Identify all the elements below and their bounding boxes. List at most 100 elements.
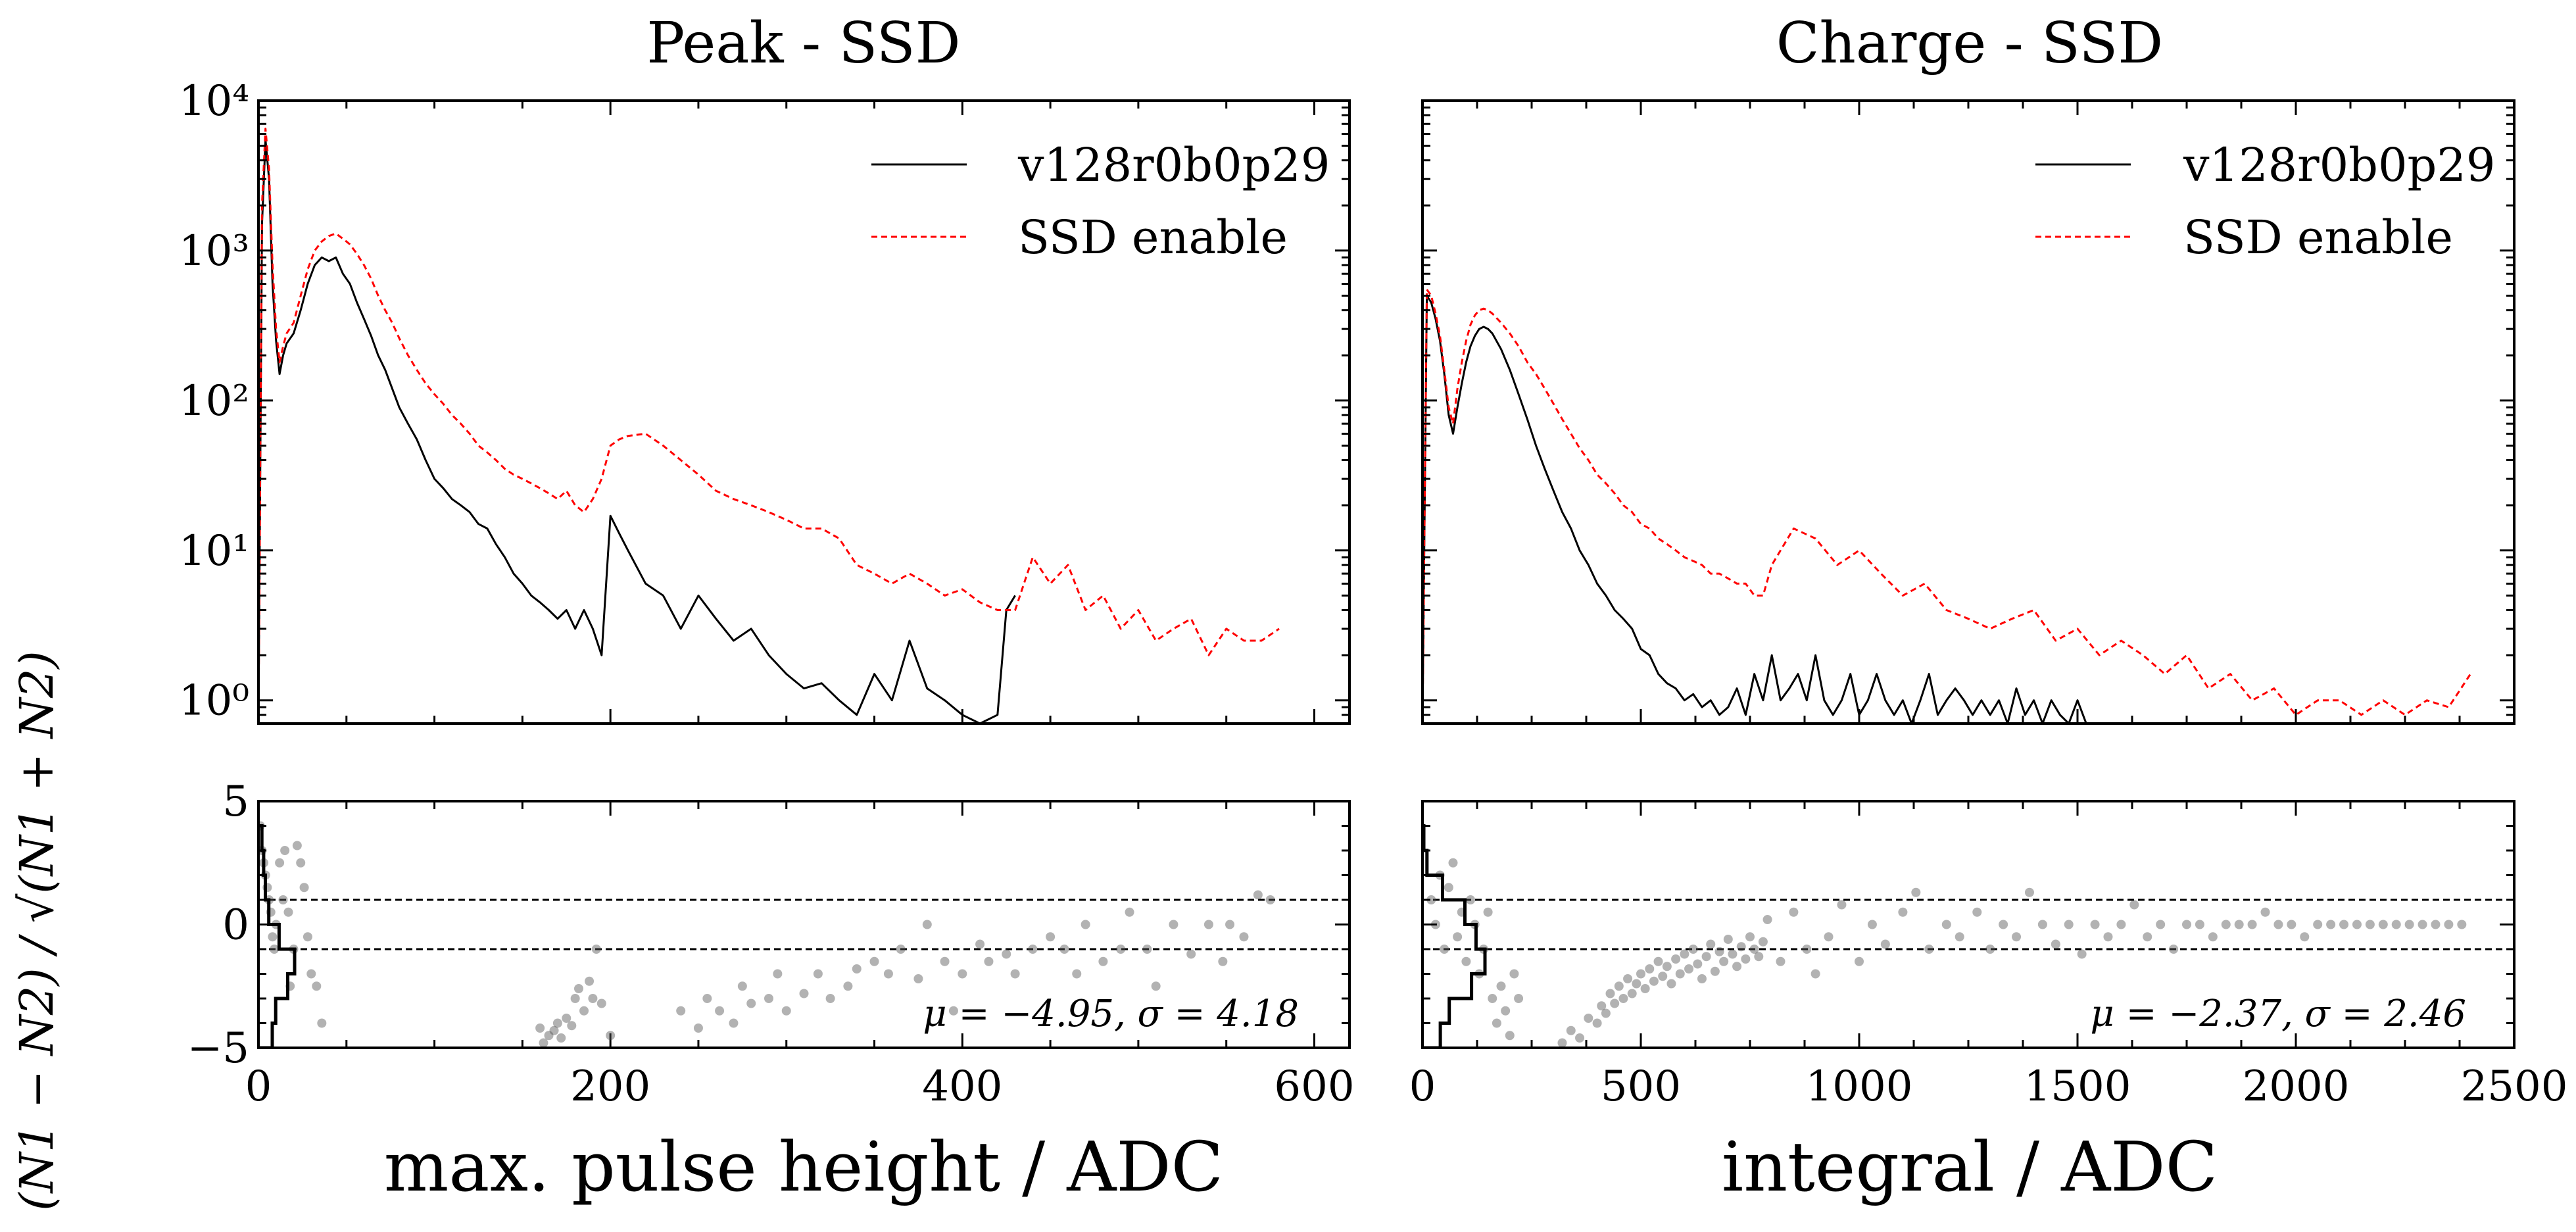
left-ratio-point [1081,920,1090,929]
right-ratio-point [1867,920,1877,929]
right-ratio-point [2090,920,2100,929]
left-ratio-point [1225,920,1235,929]
left-ratio-point [280,846,290,855]
left-ratio-point [1098,956,1108,966]
right-ratio-point [2195,920,2204,929]
right-ratio-point [1688,945,1698,954]
right-ratio-point [1584,1014,1593,1023]
left-ratio-point [278,895,288,904]
right-ratio-point [1719,956,1729,966]
right-ratio-point [1444,883,1453,893]
left-ratio-point [922,920,932,929]
right-ratio-point [1649,976,1659,986]
right-ratio-point [1614,981,1624,991]
right-ratio-point [1501,1006,1511,1016]
right-ratio-point [1855,956,1864,966]
right-xtick-label: 2000 [2243,1062,2350,1111]
left-ratio-point [843,981,853,991]
right-ratio-point [1693,959,1703,969]
right-xtick-label: 500 [1601,1062,1681,1111]
right-ratio-point [1566,1025,1576,1035]
right-legend-label-1: v128r0b0p29 [2183,138,2495,192]
left-ratio-point [1253,890,1263,900]
left-xtick-label: 200 [570,1062,650,1111]
right-ratio-point [2024,887,2034,897]
left-ratio-point [825,994,835,1003]
left-ratio-point [1028,945,1038,954]
right-ratio-point [1762,915,1772,924]
right-ratio-point [2273,920,2283,929]
left-ratio-point [1059,945,1069,954]
right-ratio-point [2051,939,2060,949]
left-ratio-point [539,1038,548,1048]
left-ratio-point [1151,981,1161,991]
right-ratio-point [1880,939,1890,949]
right-ratio-point [1741,954,1751,964]
right-ratio-point [1610,998,1620,1008]
right-ratio-point [2260,907,2270,917]
left-ytick-label: 10⁴ [179,77,249,126]
left-xtick-label: 600 [1274,1062,1354,1111]
right-ratio-point [1448,858,1458,868]
left-ratio-point [535,1023,545,1033]
right-xlabel: integral / ADC [1722,1127,2218,1207]
right-ratio-point [2404,920,2414,929]
right-ratio-point [1453,932,1463,942]
left-ratio-point [883,969,893,979]
right-ratio-point [1999,920,2008,929]
left-ratio-point [1218,956,1228,966]
right-ratio-point [2247,920,2257,929]
left-ratio-point [567,1021,577,1031]
right-ratio-point [2431,920,2441,929]
right-ratio-point [1605,989,1615,998]
right-ratio-point [1601,1008,1611,1018]
right-ratio-point [1710,966,1720,976]
right-ratio-point [1440,945,1449,954]
left-ratio-ytick-label: 0 [222,901,249,950]
right-ratio-point [2064,920,2074,929]
left-title: Peak - SSD [646,11,960,76]
right-ratio-point [2156,920,2166,929]
right-ratio-point [1898,907,1908,917]
right-ratio-point [1632,979,1641,989]
left-ratio-point [693,1023,703,1033]
right-ratio-point [2037,920,2047,929]
right-ratio-point [1675,969,1685,979]
right-main-frame [1421,99,2515,725]
right-ratio-point [1754,952,1764,962]
right-ratio-point [1824,932,1834,942]
right-ratio-point [2129,900,2139,910]
left-ratio-point [562,1014,571,1023]
left-ratio-point [773,969,783,979]
right-ratio-point [1723,935,1733,944]
left-ratio-point [852,964,862,973]
right-ratio-point [1645,964,1655,973]
left-ratio-point [596,998,606,1008]
right-ratio-point [1837,900,1847,910]
left-ytick-label: 10² [179,377,249,426]
right-ratio-point [1575,1033,1585,1043]
left-ratio-point [1002,949,1011,959]
left-ratio-point [799,989,809,998]
right-legend-label-2: SSD enable [2183,210,2453,264]
right-ratio-point [1728,949,1738,959]
right-ratio-point [1924,945,1934,954]
right-ratio-point [2208,932,2218,942]
left-ratio-point [1239,932,1249,942]
right-ratio-point [1680,949,1689,959]
right-ratio-point [1745,932,1755,942]
right-ratio-point [2116,920,2126,929]
right-ratio-point [2457,920,2467,929]
right-ratio-point [1714,947,1724,956]
left-ratio-ytick-label: −5 [187,1024,249,1073]
right-ratio-point [1488,994,1497,1003]
right-series-group [1422,288,2471,724]
right-ratio-point [1736,942,1746,952]
left-ratio-point [591,945,601,954]
left-ratio-point [1142,945,1152,954]
right-ratio-group [1422,824,2514,1048]
left-ratio-point [1116,945,1126,954]
right-ratio-point [1483,907,1493,917]
right-ratio-point [1758,937,1768,947]
